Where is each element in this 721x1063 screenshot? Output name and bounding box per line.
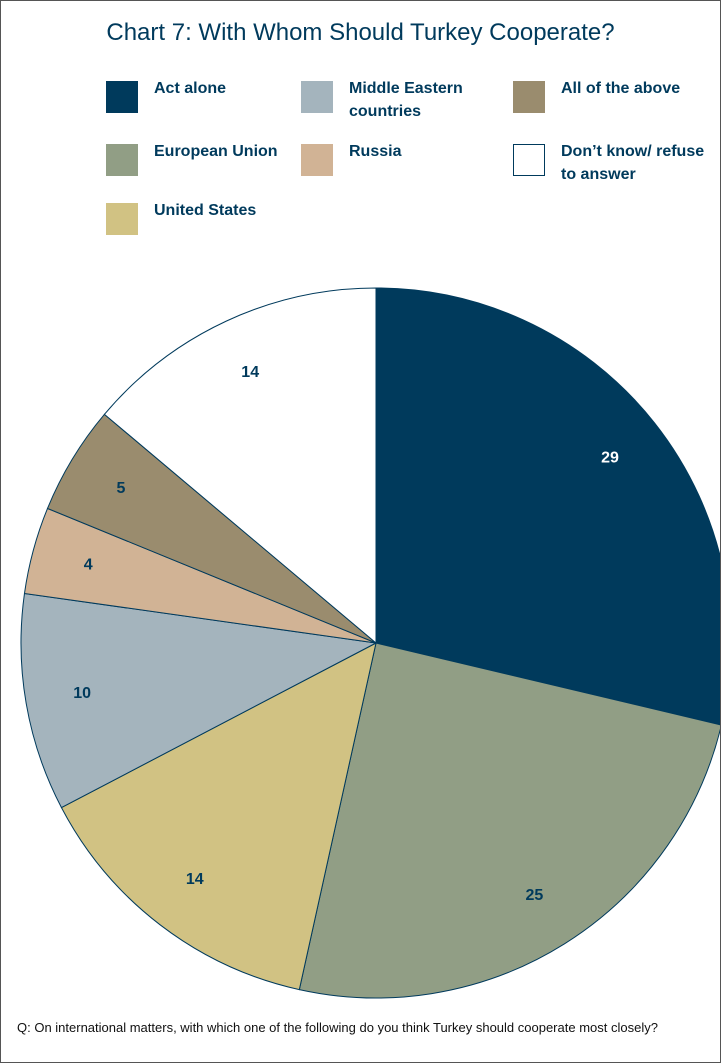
legend-item: Don’t know/ refuse to answer — [513, 143, 711, 186]
pie-slice — [20, 592, 378, 809]
legend-swatch — [106, 81, 138, 113]
footnote: Q: On international matters, with which … — [17, 1020, 658, 1035]
data-label: 10 — [73, 685, 91, 702]
legend-label: All of the above — [561, 80, 681, 97]
data-label: 4 — [84, 556, 93, 573]
legend-label: Act alone — [154, 80, 227, 97]
data-label: 14 — [186, 871, 204, 888]
legend-label: United States — [154, 202, 257, 219]
legend-swatch — [301, 81, 333, 113]
legend-item: United States — [106, 202, 294, 235]
data-label: 14 — [241, 364, 259, 381]
chart-title: Chart 7: With Whom Should Turkey Coopera… — [106, 19, 615, 46]
data-label: 29 — [601, 449, 619, 466]
legend-item: All of the above — [513, 80, 711, 113]
pie-slice — [60, 642, 377, 991]
legend-item: Middle Eastern countries — [301, 80, 489, 123]
data-label: 5 — [116, 480, 125, 497]
legend-swatch — [106, 203, 138, 235]
legend-swatch — [513, 144, 545, 176]
legend-label: Russia — [349, 143, 402, 160]
pie-slice — [103, 287, 377, 645]
legend-label: European Union — [154, 143, 278, 160]
legend-item: Russia — [301, 143, 489, 176]
legend-swatch — [513, 81, 545, 113]
legend-label: Middle Eastern countries — [349, 80, 463, 120]
legend-swatch — [301, 144, 333, 176]
legend-item: European Union — [106, 143, 294, 176]
legend-item: Act alone — [106, 80, 294, 113]
pie-slice — [298, 642, 720, 999]
legend-swatch — [106, 144, 138, 176]
data-label: 25 — [525, 887, 543, 904]
legend-label: Don’t know/ refuse to answer — [561, 143, 705, 183]
pie-slice — [375, 287, 720, 726]
